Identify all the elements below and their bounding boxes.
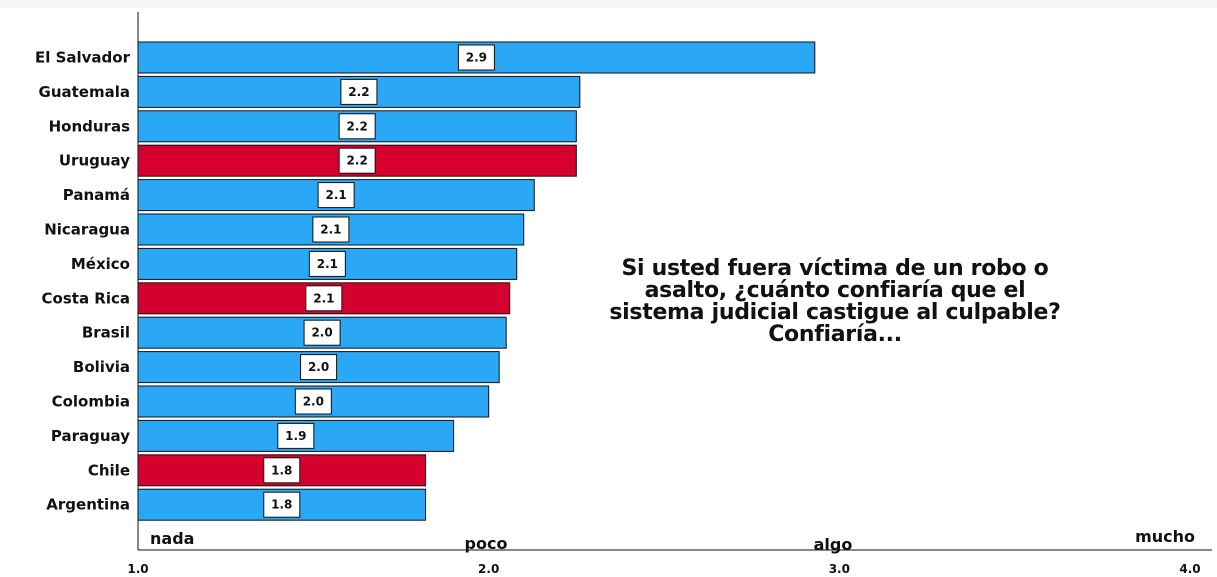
category-label-colombia: Colombia xyxy=(52,393,130,411)
category-label-mexico: México xyxy=(71,255,130,273)
category-label-costa-rica: Costa Rica xyxy=(42,289,130,307)
svg-text:2.2: 2.2 xyxy=(347,119,368,133)
chart-title: Si usted fuera víctima de un robo o asal… xyxy=(609,256,1061,347)
svg-text:1.8: 1.8 xyxy=(271,498,292,512)
x-tick-3: 4.0 xyxy=(1179,562,1200,576)
data-label-panama: 2.1 xyxy=(317,182,355,209)
svg-text:1.9: 1.9 xyxy=(285,429,306,443)
svg-text:2.1: 2.1 xyxy=(325,188,346,202)
data-label-paraguay: 1.9 xyxy=(277,422,315,449)
data-label-honduras: 2.2 xyxy=(338,113,376,140)
scale-label-mucho: mucho xyxy=(1135,527,1195,546)
x-tick-1: 2.0 xyxy=(478,562,499,576)
svg-text:1.8: 1.8 xyxy=(271,463,292,477)
data-label-colombia: 2.0 xyxy=(294,388,332,415)
svg-text:2.9: 2.9 xyxy=(466,51,487,65)
category-label-bolivia: Bolivia xyxy=(73,358,130,376)
category-label-argentina: Argentina xyxy=(46,496,130,514)
category-label-panama: Panamá xyxy=(63,186,130,204)
category-label-el-salvador: El Salvador xyxy=(35,49,131,67)
category-labels: El Salvador Guatemala Honduras Uruguay Panam… xyxy=(35,49,131,514)
category-label-paraguay: Paraguay xyxy=(51,427,130,445)
data-label-argentina: 1.8 xyxy=(263,491,301,518)
data-label-brasil: 2.0 xyxy=(303,319,341,346)
data-labels: 2.9 2.2 2.2 2.2 2.1 2.1 2.1 2.1 2.0 2.0 2.0 1.9 1.8 1… xyxy=(263,44,495,518)
category-label-uruguay: Uruguay xyxy=(59,152,130,170)
category-label-honduras: Honduras xyxy=(49,117,130,135)
svg-text:2.1: 2.1 xyxy=(313,291,334,305)
category-label-brasil: Brasil xyxy=(82,324,130,342)
data-label-el-salvador: 2.9 xyxy=(457,44,495,71)
svg-text:2.0: 2.0 xyxy=(308,360,329,374)
svg-text:2.2: 2.2 xyxy=(347,154,368,168)
scale-label-nada: nada xyxy=(150,529,194,548)
svg-text:2.0: 2.0 xyxy=(303,395,324,409)
x-tick-2: 3.0 xyxy=(829,562,850,576)
svg-text:2.0: 2.0 xyxy=(311,326,332,340)
scale-label-algo: algo xyxy=(814,535,853,554)
category-label-chile: Chile xyxy=(88,461,130,479)
svg-text:2.1: 2.1 xyxy=(317,257,338,271)
x-scale-labels: nada poco algo mucho xyxy=(150,527,1195,554)
category-label-nicaragua: Nicaragua xyxy=(44,221,130,239)
data-label-costa-rica: 2.1 xyxy=(305,285,343,312)
data-label-uruguay: 2.2 xyxy=(338,147,376,174)
data-label-chile: 1.8 xyxy=(263,457,301,484)
data-label-mexico: 2.1 xyxy=(308,250,346,277)
data-label-bolivia: 2.0 xyxy=(300,354,338,381)
data-label-nicaragua: 2.1 xyxy=(312,216,350,243)
svg-text:2.1: 2.1 xyxy=(320,223,341,237)
x-tick-labels: 1.0 2.0 3.0 4.0 xyxy=(127,562,1200,576)
top-band xyxy=(0,0,1217,8)
category-label-guatemala: Guatemala xyxy=(39,83,130,101)
x-tick-0: 1.0 xyxy=(127,562,148,576)
scale-label-poco: poco xyxy=(465,534,508,553)
data-label-guatemala: 2.2 xyxy=(340,78,378,105)
svg-text:2.2: 2.2 xyxy=(348,85,369,99)
